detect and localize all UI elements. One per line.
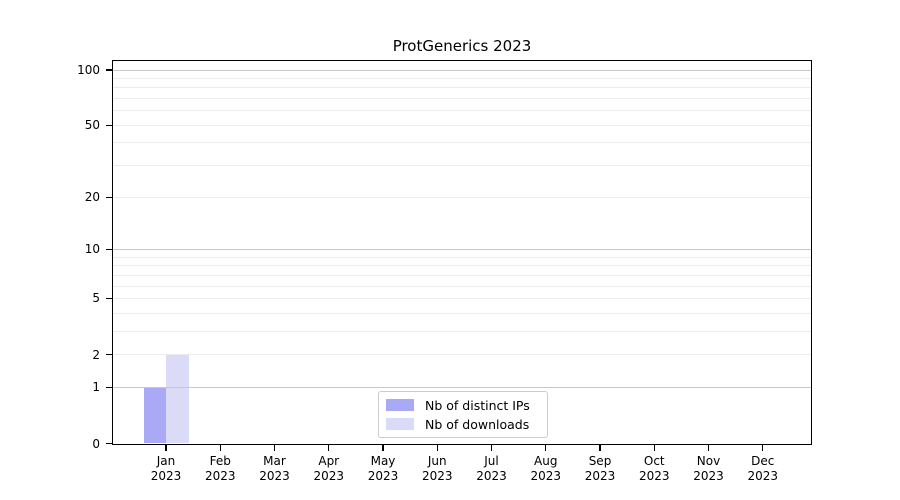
- y-tick: [106, 248, 113, 251]
- x-tick: [436, 445, 438, 451]
- x-tick-label: Sep 2023: [570, 454, 630, 484]
- x-tick-month: Nov: [696, 454, 721, 468]
- x-tick-month: Feb: [209, 454, 231, 468]
- gridline-minor: [113, 265, 811, 267]
- gridline-minor: [113, 297, 811, 299]
- gridline-minor: [113, 87, 811, 89]
- y-tick-label: 10: [84, 242, 100, 257]
- x-tick: [599, 445, 601, 451]
- x-tick-month: Jul: [484, 454, 499, 468]
- x-tick-month: Aug: [534, 454, 558, 468]
- x-tick-year: 2023: [367, 469, 399, 483]
- x-tick-year: 2023: [421, 469, 453, 483]
- x-tick-month: Sep: [588, 454, 612, 468]
- x-tick-year: 2023: [313, 469, 345, 483]
- y-tick: [106, 124, 113, 126]
- y-tick: [106, 69, 113, 71]
- x-tick-month: Mar: [263, 454, 286, 468]
- x-tick: [273, 445, 276, 451]
- legend-label-downloads: Nb of downloads: [425, 416, 530, 432]
- legend-item-distinct-ips: Nb of distinct IPs: [386, 398, 547, 413]
- x-tick-month: Jun: [427, 454, 447, 468]
- x-tick: [382, 445, 384, 451]
- legend-swatch-downloads: [386, 418, 414, 430]
- y-tick-label: 0: [92, 436, 100, 451]
- legend-swatch-distinct-ips: [386, 399, 414, 411]
- y-tick-label: 1: [92, 380, 100, 395]
- x-tick-label: Dec 2023: [733, 454, 793, 484]
- legend: Nb of distinct IPs Nb of downloads: [378, 391, 548, 438]
- x-tick-label: Nov 2023: [679, 454, 739, 484]
- x-tick: [490, 445, 493, 451]
- x-tick-month: Dec: [751, 454, 775, 468]
- y-tick-label: 100: [77, 63, 100, 77]
- gridline-minor: [113, 142, 811, 144]
- y-tick: [106, 353, 113, 356]
- y-tick: [106, 386, 113, 388]
- x-tick-year: 2023: [638, 469, 670, 483]
- bar-downloads-jan: [166, 354, 189, 444]
- x-tick-year: 2023: [584, 469, 616, 483]
- x-tick-year: 2023: [530, 469, 562, 483]
- gridline-minor: [113, 124, 811, 126]
- x-tick-label: Oct 2023: [624, 454, 684, 484]
- gridline-minor: [113, 196, 811, 198]
- gridline-major: [113, 386, 811, 388]
- x-tick-year: 2023: [476, 469, 507, 483]
- x-tick-year: 2023: [693, 469, 724, 483]
- x-tick-label: Feb 2023: [190, 454, 250, 484]
- y-tick: [106, 196, 113, 198]
- x-tick-label: Mar 2023: [245, 454, 305, 484]
- gridline-minor: [113, 165, 811, 167]
- y-tick-label: 50: [84, 118, 100, 133]
- x-tick: [545, 445, 547, 451]
- y-tick: [106, 297, 113, 300]
- gridline-minor: [113, 274, 811, 276]
- gridline-minor: [113, 312, 811, 314]
- plot-frame: [112, 60, 812, 445]
- legend-item-downloads: Nb of downloads: [386, 417, 547, 432]
- gridline-major: [113, 69, 811, 71]
- x-tick-label: Aug 2023: [516, 454, 576, 484]
- x-tick-label: May 2023: [353, 454, 413, 484]
- x-tick: [762, 445, 764, 451]
- x-tick-label: Jun 2023: [407, 454, 467, 484]
- y-tick-label: 5: [92, 291, 100, 306]
- x-tick-label: Jul 2023: [462, 454, 522, 484]
- chart-title: ProtGenerics 2023: [392, 37, 532, 55]
- x-tick: [653, 445, 655, 451]
- x-tick-month: Apr: [318, 454, 340, 468]
- x-tick: [328, 445, 330, 451]
- x-tick: [707, 445, 710, 451]
- gridline-minor: [113, 285, 811, 287]
- x-tick-month: Oct: [643, 454, 665, 468]
- gridline-minor: [113, 110, 811, 112]
- x-tick-year: 2023: [150, 469, 182, 483]
- x-tick-year: 2023: [747, 469, 779, 483]
- y-tick-label: 20: [84, 190, 100, 205]
- gridline-minor: [113, 77, 811, 79]
- y-tick: [106, 442, 113, 445]
- x-tick-label: Jan 2023: [136, 454, 196, 484]
- x-tick-year: 2023: [204, 469, 236, 483]
- gridline-minor: [113, 354, 811, 356]
- bar-distinct-ips-jan: [143, 387, 166, 444]
- y-tick-label: 2: [92, 347, 100, 362]
- x-tick-label: Apr 2023: [299, 454, 359, 484]
- legend-label-distinct-ips: Nb of distinct IPs: [425, 397, 530, 413]
- gridline-minor: [113, 256, 811, 258]
- x-tick-month: Jan: [156, 454, 176, 468]
- gridline-minor: [113, 98, 811, 100]
- x-tick: [165, 445, 167, 451]
- gridline-major: [113, 248, 811, 250]
- x-tick: [219, 445, 221, 451]
- x-tick-month: May: [370, 454, 396, 468]
- x-tick-year: 2023: [259, 469, 290, 483]
- gridline-minor: [113, 330, 811, 332]
